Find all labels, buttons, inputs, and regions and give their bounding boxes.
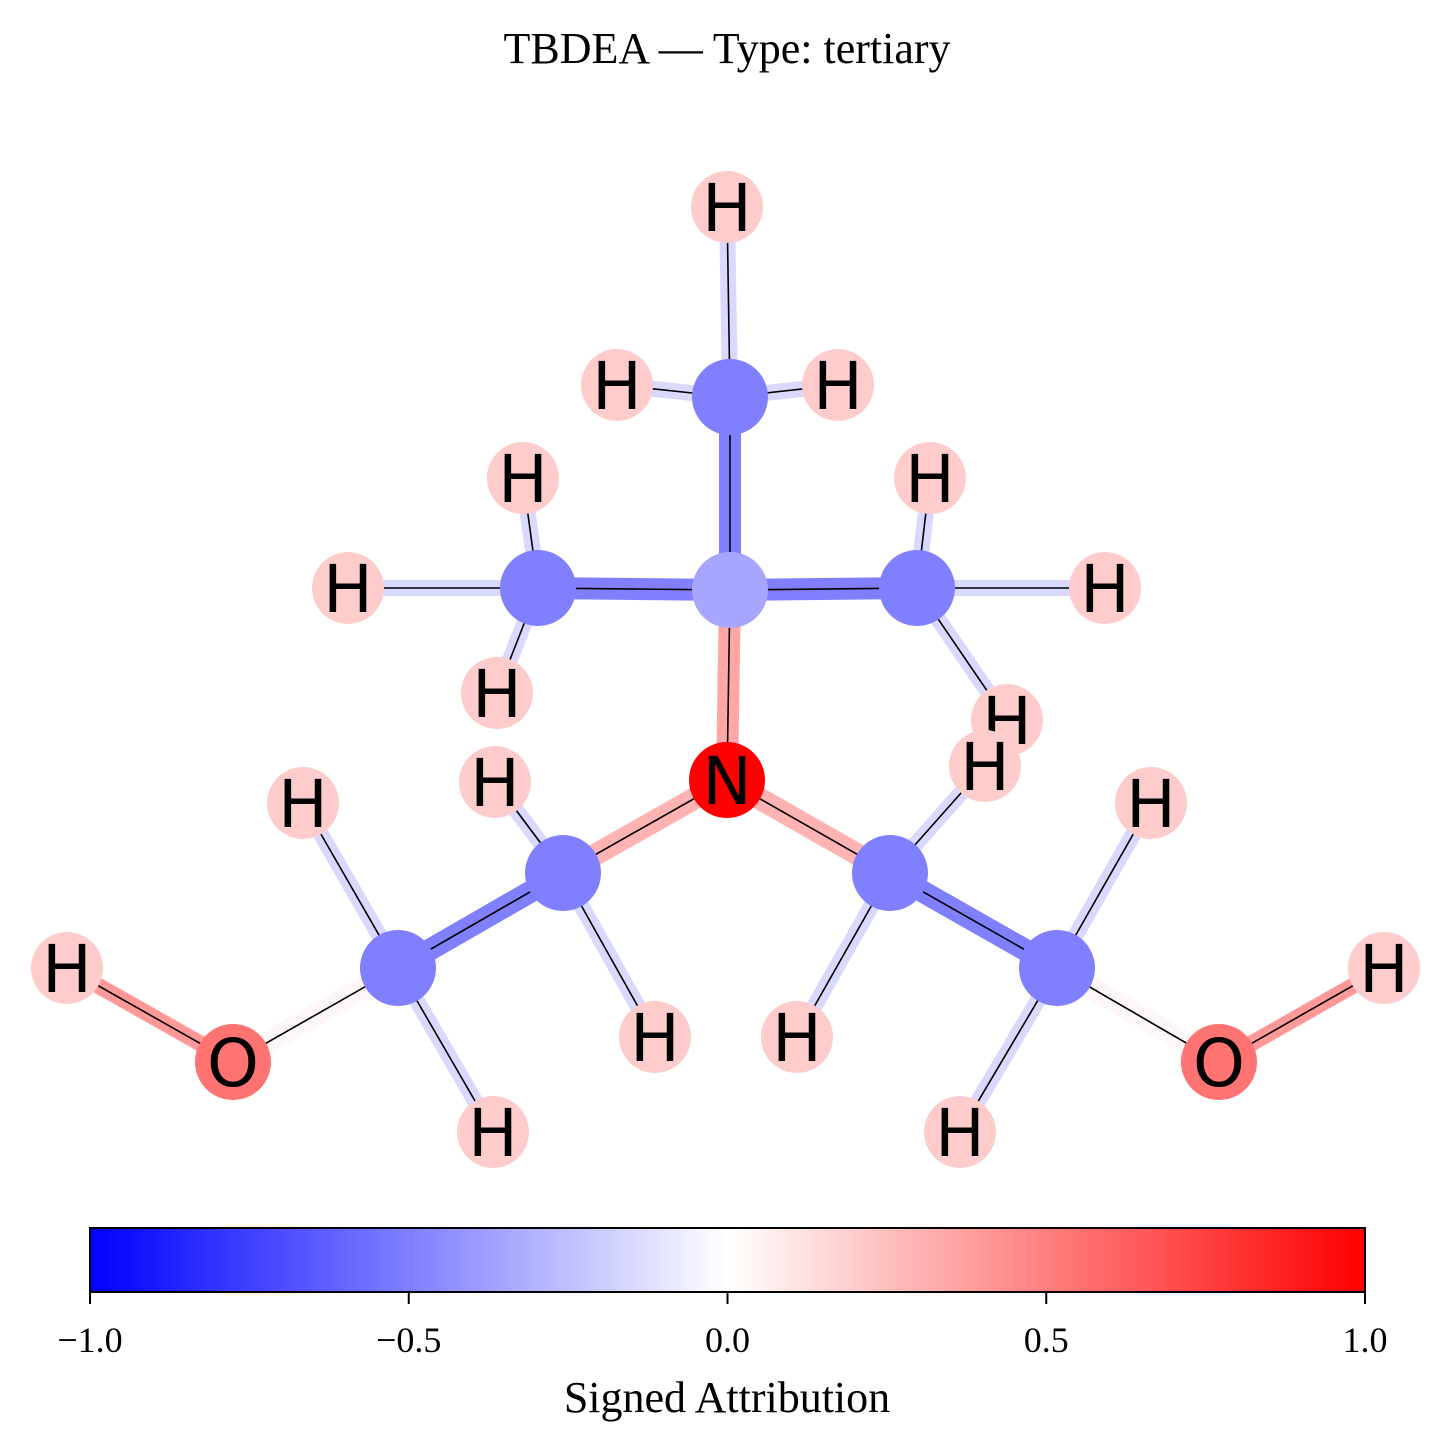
atom-label: H	[905, 441, 955, 518]
atom-hydrogen-24: H	[31, 931, 103, 1008]
atom-marker	[1115, 767, 1187, 839]
atom-marker	[692, 359, 768, 435]
atom-hydrogen-13: H	[802, 348, 874, 425]
bond-attribution-layer	[63, 206, 1388, 1137]
atom-hydrogen-16: H	[461, 656, 533, 733]
atom-label: H	[470, 745, 520, 822]
atom-label: H	[278, 766, 328, 843]
atom-label: H	[1359, 931, 1409, 1008]
atom-marker	[312, 552, 384, 624]
atom-marker	[1348, 932, 1420, 1004]
atom-hydrogen-14: H	[487, 441, 559, 518]
atom-hydrogen-11: H	[691, 170, 763, 247]
atom-marker	[802, 349, 874, 421]
atom-label: H	[1080, 551, 1130, 628]
colorbar-tick-label: 0.5	[1024, 1320, 1069, 1360]
atom-hydrogen-12: H	[581, 348, 653, 425]
atom-label: H	[472, 656, 522, 733]
atom-hydrogen-27: H	[1115, 766, 1187, 843]
atom-label: H	[592, 348, 642, 425]
atom-label: H	[1126, 766, 1176, 843]
atom-carbon-2	[692, 359, 768, 435]
atom-marker	[195, 1024, 271, 1100]
atom-marker	[525, 835, 601, 911]
atom-marker	[924, 1096, 996, 1168]
colorbar-gradient	[89, 1227, 1366, 1293]
atom-label: H	[935, 1095, 985, 1172]
atom-label: H	[960, 729, 1010, 806]
atom-hydrogen-23: H	[457, 1095, 529, 1172]
atom-label: N	[702, 743, 751, 820]
atom-hydrogen-26: H	[761, 1000, 833, 1077]
atom-carbon-6	[360, 930, 436, 1006]
atom-marker	[1019, 930, 1095, 1006]
colorbar-ticks: −1.0 −0.5 0.0 0.5 1.0	[57, 1292, 1388, 1360]
colorbar-tick-label: −1.0	[57, 1320, 122, 1360]
colorbar: −1.0 −0.5 0.0 0.5 1.0 Signed Attribution	[57, 1227, 1388, 1422]
atom-label: H	[772, 1000, 822, 1077]
atom-carbon-3	[500, 550, 576, 626]
atom-oxygen-9: O	[195, 1024, 271, 1102]
atom-oxygen-10: O	[1181, 1024, 1257, 1102]
atom-label: H	[42, 931, 92, 1008]
atom-marker	[360, 930, 436, 1006]
atom-hydrogen-22: H	[267, 766, 339, 843]
atom-hydrogen-29: H	[1348, 931, 1420, 1008]
atom-nitrogen-0: N	[689, 742, 765, 820]
atom-carbon-7	[852, 835, 928, 911]
atom-marker	[457, 1096, 529, 1168]
atom-marker	[619, 1001, 691, 1073]
atom-label: O	[1193, 1025, 1245, 1102]
atom-marker	[31, 932, 103, 1004]
atom-marker	[267, 767, 339, 839]
colorbar-tick-label: 1.0	[1343, 1320, 1388, 1360]
atom-marker	[487, 442, 559, 514]
atom-label: O	[207, 1025, 259, 1102]
atom-carbon-4	[879, 550, 955, 626]
atom-marker	[689, 742, 765, 818]
atom-hydrogen-17: H	[894, 441, 966, 518]
atom-label: H	[498, 441, 548, 518]
atom-label: H	[630, 1000, 680, 1077]
atom-marker	[1069, 552, 1141, 624]
atom-label: H	[702, 170, 752, 247]
atom-hydrogen-20: H	[459, 745, 531, 822]
atom-hydrogen-25: H	[949, 729, 1021, 806]
atom-label: H	[323, 551, 373, 628]
atom-marker	[761, 1001, 833, 1073]
atom-carbon-5	[525, 835, 601, 911]
atom-marker	[581, 349, 653, 421]
atom-carbon-8	[1019, 930, 1095, 1006]
atom-marker	[500, 550, 576, 626]
atom-label: H	[813, 348, 863, 425]
atom-hydrogen-18: H	[1069, 551, 1141, 628]
atom-marker	[879, 550, 955, 626]
atom-carbon-1	[692, 552, 768, 628]
atom-marker	[1181, 1024, 1257, 1100]
atom-marker	[459, 746, 531, 818]
colorbar-tick-label: 0.0	[705, 1320, 750, 1360]
atom-hydrogen-15: H	[312, 551, 384, 628]
atom-marker	[894, 442, 966, 514]
atom-label: H	[468, 1095, 518, 1172]
atom-marker	[691, 171, 763, 243]
colorbar-tick-label: −0.5	[376, 1320, 441, 1360]
atom-marker	[949, 730, 1021, 802]
colorbar-label: Signed Attribution	[564, 1373, 890, 1422]
atom-marker	[852, 835, 928, 911]
atom-marker	[692, 552, 768, 628]
atom-hydrogen-28: H	[924, 1095, 996, 1172]
atom-marker	[461, 657, 533, 729]
atom-hydrogen-21: H	[619, 1000, 691, 1077]
figure-title: TBDEA — Type: tertiary	[503, 24, 950, 73]
